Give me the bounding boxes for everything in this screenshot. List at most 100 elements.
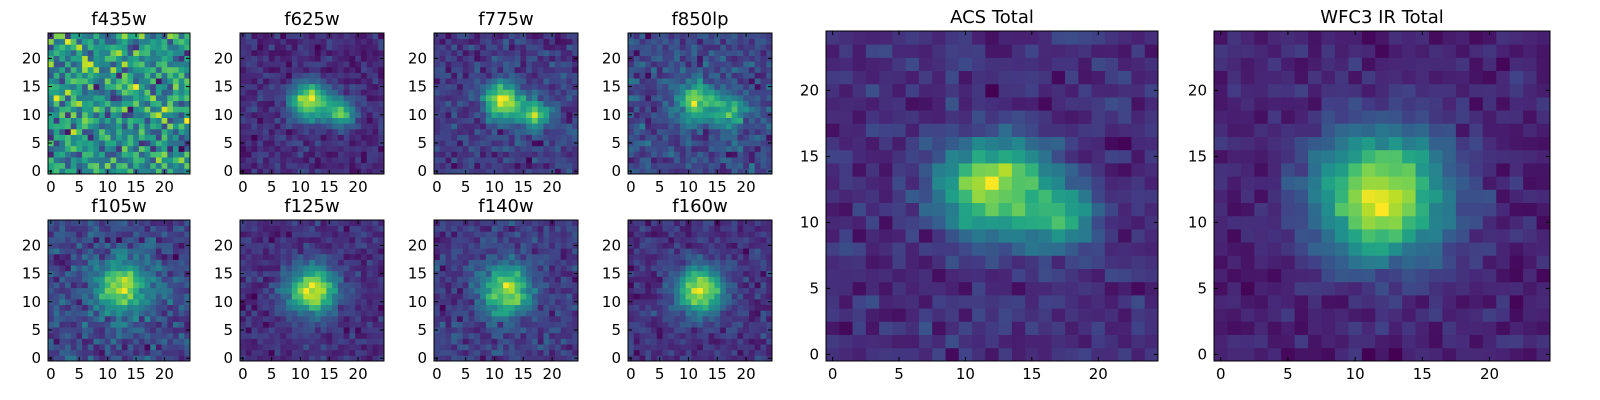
heatmap-cell: [731, 349, 738, 356]
heatmap-cell: [566, 72, 573, 79]
heatmap-cell: [691, 33, 698, 40]
heatmap-cell: [309, 338, 316, 345]
heatmap-cell: [537, 321, 544, 328]
heatmap-cell: [685, 38, 692, 45]
heatmap-cell: [503, 276, 510, 283]
heatmap-cell: [462, 242, 469, 249]
heatmap-cell: [572, 304, 579, 311]
heatmap-cell: [531, 157, 539, 164]
heatmap-cell: [748, 100, 756, 107]
heatmap-cell: [332, 253, 339, 260]
heatmap-cell: [445, 355, 452, 362]
heatmap-cell: [474, 231, 481, 238]
heatmap-cell: [766, 338, 773, 345]
heatmap-cell: [554, 49, 562, 56]
heatmap-cell: [326, 66, 333, 73]
heatmap-cell: [508, 72, 516, 79]
heatmap-cell: [480, 315, 487, 322]
heatmap-cell: [337, 355, 345, 362]
heatmap-cell: [679, 145, 686, 152]
heatmap-cell: [257, 151, 264, 158]
heatmap-cell: [566, 111, 573, 118]
heatmap-cell: [53, 111, 60, 118]
heatmap-cell: [560, 111, 567, 118]
heatmap-cell: [116, 231, 123, 238]
heatmap-cell: [355, 162, 362, 169]
heatmap-cell: [127, 123, 134, 130]
heatmap-cell: [537, 338, 544, 345]
heatmap-cell: [725, 276, 733, 283]
heatmap-cell: [760, 162, 767, 169]
heatmap-cell: [138, 259, 145, 266]
heatmap-cell: [116, 49, 123, 56]
heatmap-cell: [737, 162, 744, 169]
heatmap-cell: [572, 61, 579, 68]
heatmap-cell: [725, 89, 733, 96]
heatmap-cell: [628, 282, 635, 289]
heatmap-cell: [155, 276, 162, 283]
heatmap-cell: [480, 134, 487, 141]
heatmap-cell: [497, 310, 504, 317]
heatmap-cell: [309, 44, 316, 51]
heatmap-cell: [514, 259, 521, 266]
heatmap-cell: [731, 282, 738, 289]
heatmap-cell: [480, 61, 487, 68]
heatmap-cell: [645, 72, 652, 79]
heatmap-cell: [240, 315, 247, 322]
heatmap-cell: [257, 157, 264, 164]
heatmap-cell: [240, 100, 247, 107]
heatmap-cell: [93, 33, 100, 40]
heatmap-cell: [280, 49, 287, 56]
heatmap-cell: [702, 134, 710, 141]
heatmap-cell: [48, 128, 55, 135]
heatmap-cell: [343, 287, 350, 294]
heatmap-cell: [53, 259, 60, 266]
heatmap-cell: [337, 145, 345, 152]
heatmap-cell: [167, 355, 174, 362]
heatmap-cell: [53, 168, 60, 175]
heatmap-cell: [366, 83, 373, 90]
heatmap-cell: [257, 282, 264, 289]
heatmap-cell: [497, 321, 504, 328]
heatmap-cell: [245, 310, 252, 317]
heatmap-cell: [503, 287, 510, 294]
heatmap-cell: [150, 231, 157, 238]
heatmap-cell: [93, 298, 100, 305]
heatmap-cell: [514, 117, 521, 124]
heatmap-cell: [720, 349, 727, 356]
heatmap-cell: [104, 321, 111, 328]
heatmap-cell: [184, 220, 191, 227]
heatmap-cell: [372, 310, 379, 317]
heatmap-cell: [332, 332, 339, 339]
heatmap-cell: [725, 338, 733, 345]
heatmap-cell: [268, 287, 275, 294]
heatmap-cell: [491, 344, 498, 351]
heatmap-cell: [303, 145, 310, 152]
heatmap-cell: [349, 123, 356, 130]
heatmap-cell: [70, 310, 77, 317]
heatmap-cell: [760, 123, 767, 130]
heatmap-cell: [286, 123, 293, 130]
heatmap-cell: [645, 349, 652, 356]
heatmap-cell: [668, 145, 675, 152]
heatmap-cell: [537, 106, 544, 113]
heatmap-cell: [110, 72, 117, 79]
heatmap-cell: [337, 225, 345, 232]
heatmap-cell: [485, 83, 492, 90]
heatmap-cell: [480, 55, 487, 62]
heatmap-cell: [633, 315, 640, 322]
heatmap-cell: [662, 276, 669, 283]
heatmap-cell: [434, 265, 441, 272]
heatmap-cell: [451, 231, 458, 238]
heatmap-cell: [53, 310, 60, 317]
heatmap-cell: [53, 33, 60, 40]
heatmap-cell: [133, 349, 140, 356]
heatmap-cell: [445, 106, 452, 113]
heatmap-cell: [70, 265, 77, 272]
heatmap-cell: [274, 145, 281, 152]
heatmap-cell: [372, 111, 379, 118]
heatmap-cell: [697, 168, 704, 175]
heatmap-cell: [116, 344, 123, 351]
heatmap-cell: [508, 242, 516, 249]
heatmap-cell: [53, 220, 60, 227]
